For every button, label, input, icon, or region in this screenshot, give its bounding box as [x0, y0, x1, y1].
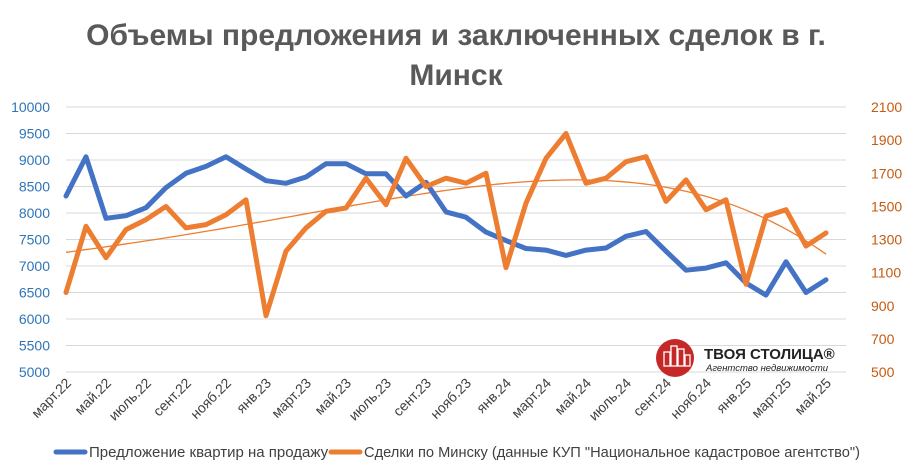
- x-tick-label: сент.22: [150, 375, 195, 420]
- x-tick-label: июль.23: [345, 375, 394, 424]
- chart-title-line: Объемы предложения и заключенных сделок …: [86, 19, 826, 52]
- left-tick-label: 9500: [19, 126, 50, 142]
- series-line-1: [63, 154, 829, 298]
- logo-text: ТВОЯ СТОЛИЦА®: [704, 346, 835, 363]
- left-tick-label: 8000: [19, 205, 50, 221]
- right-tick-label: 1900: [871, 132, 902, 148]
- logo-subtext: Агентство недвижимости: [705, 363, 829, 374]
- right-tick-label: 1700: [871, 165, 902, 181]
- x-tick-label: март.23: [268, 375, 314, 421]
- logo: ТВОЯ СТОЛИЦА®Агентство недвижимости: [656, 339, 835, 377]
- left-tick-label: 8500: [19, 179, 50, 195]
- x-tick-label: июль.22: [105, 375, 154, 424]
- x-tick-label: март.24: [508, 375, 554, 421]
- logo-emblem: [656, 339, 694, 377]
- left-tick-label: 7000: [19, 258, 50, 274]
- legend-label-2: Сделки по Минску (данные КУП "Национальн…: [364, 444, 860, 461]
- left-axis-ticks: 5000 5500 6000 6500 7000 7500 8000 8500 9000 9500…: [11, 99, 50, 380]
- x-tick-label: нояб.23: [427, 375, 474, 422]
- right-tick-label: 900: [871, 298, 895, 314]
- logo-building: [684, 354, 691, 367]
- trendline: [65, 179, 827, 255]
- x-tick-label: нояб.24: [667, 375, 714, 422]
- left-tick-label: 5500: [19, 338, 50, 354]
- right-tick-label: 2100: [871, 99, 902, 115]
- x-tick-label: май.25: [791, 375, 834, 418]
- logo-building: [670, 345, 678, 367]
- right-tick-label: 1300: [871, 232, 902, 248]
- series-lines: [63, 131, 829, 319]
- right-tick-label: 700: [871, 331, 895, 347]
- left-tick-label: 6000: [19, 311, 50, 327]
- series-line-2: [63, 131, 829, 319]
- left-tick-label: 10000: [11, 99, 50, 115]
- x-tick-label: нояб.22: [187, 375, 234, 422]
- left-tick-label: 7500: [19, 232, 50, 248]
- right-tick-label: 1100: [871, 265, 901, 281]
- logo-building: [677, 348, 685, 367]
- legend: Предложение квартир на продажу Сделки по …: [53, 444, 860, 461]
- x-axis-ticks: март.22май.22июль.22сент.22нояб.22янв.23…: [28, 375, 834, 424]
- x-tick-label: март.25: [748, 375, 794, 421]
- left-tick-label: 9000: [19, 152, 50, 168]
- x-tick-label: сент.24: [630, 375, 675, 420]
- left-tick-label: 5000: [19, 364, 50, 380]
- x-tick-label: март.22: [28, 375, 74, 421]
- x-tick-label: июль.24: [585, 375, 634, 424]
- chart-title: Объемы предложения и заключенных сделок …: [86, 19, 826, 92]
- trendline-path: [65, 179, 827, 255]
- chart-title-line: Минск: [409, 59, 503, 92]
- right-axis-ticks: 500 700 900 1100 1300 1500 1700 1900 2100: [871, 99, 902, 380]
- gridlines: [66, 106, 846, 373]
- x-tick-label: сент.23: [390, 375, 435, 420]
- logo-building: [663, 351, 671, 367]
- legend-label-1: Предложение квартир на продажу: [89, 444, 329, 461]
- right-tick-label: 1500: [871, 198, 902, 214]
- right-tick-label: 500: [871, 364, 895, 380]
- left-tick-label: 6500: [19, 285, 50, 301]
